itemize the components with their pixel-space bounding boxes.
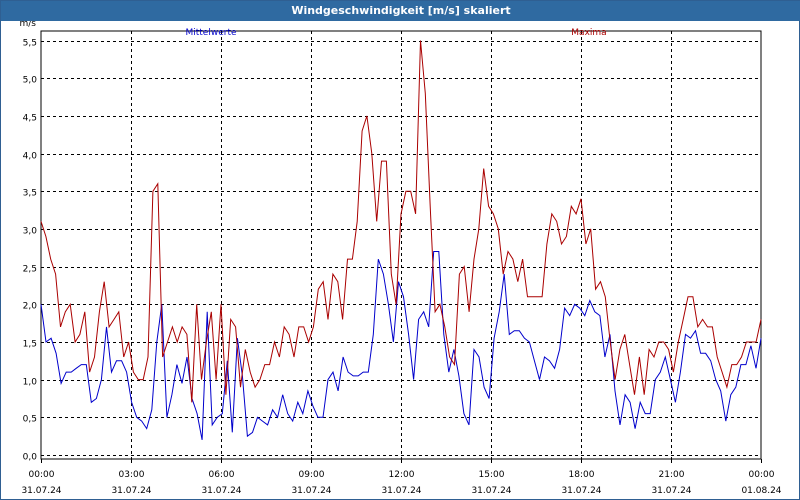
y-tick-label: 4,0 [23,152,38,162]
line-chart: 0,0 0,5 1,0 1,5 2,0 2,5 3,0 3,5 4,0 4,5 5,0 5,5 00:0… [20,21,782,496]
x-tick-time: 00:00 [749,470,775,480]
chart-title: Windgeschwindigkeit [m/s] skaliert [1,1,800,21]
y-tick-label: 2,5 [23,265,37,275]
x-tick-date: 31.07.24 [471,486,511,496]
x-tick-time: 18:00 [569,470,595,480]
legend-mean: Mittelwerte [185,28,236,38]
y-tick-label: 2,0 [23,302,38,312]
grid-layer [41,31,761,459]
x-tick-time: 03:00 [119,470,145,480]
series-layer [40,40,762,440]
x-tick-date: 31.07.24 [381,486,421,496]
y-tick-label: 4,5 [23,114,37,124]
y-tick-label: 5,0 [23,76,38,86]
x-tick-time: 09:00 [299,470,325,480]
x-tick-date: 31.07.24 [651,486,691,496]
x-tick-time: 12:00 [389,470,415,480]
x-tick-time: 21:00 [659,470,685,480]
x-tick-date: 31.07.24 [21,486,61,496]
x-tick-date: 01.08.24 [741,486,781,496]
y-tick-label: 3,5 [23,189,37,199]
series-line-maxima [40,40,762,403]
x-tick-date: 31.07.24 [111,486,151,496]
x-tick-date: 31.07.24 [561,486,601,496]
x-tick-date: 31.07.24 [291,486,331,496]
y-tick-label: 1,5 [23,340,37,350]
label-layer: 0,0 0,5 1,0 1,5 2,0 2,5 3,0 3,5 4,0 4,5 5,0 5,5 00:0… [20,21,782,496]
y-tick-label: 3,0 [23,227,38,237]
axis-layer [40,30,762,463]
y-axis-label: m/s [20,21,37,29]
x-tick-time: 00:00 [29,470,55,480]
y-tick-label: 0,0 [23,453,38,463]
y-tick-label: 0,5 [23,415,37,425]
x-tick-time: 15:00 [479,470,505,480]
y-tick-label: 5,5 [23,39,37,49]
legend-max: Maxima [571,28,606,38]
x-tick-date: 31.07.24 [201,486,241,496]
y-tick-label: 1,0 [23,378,38,388]
x-tick-time: 06:00 [209,470,235,480]
